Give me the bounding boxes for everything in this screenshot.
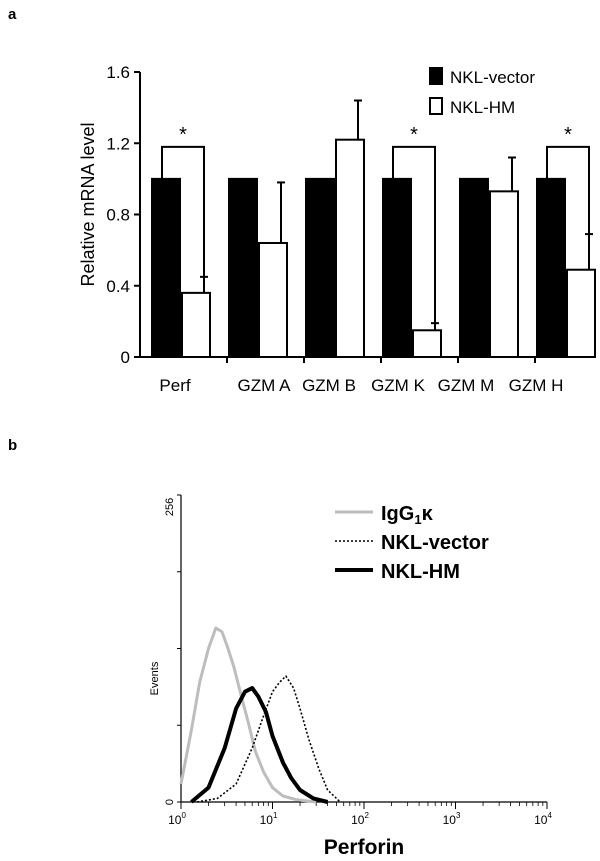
y-tick-label: 256	[164, 498, 176, 516]
legend-swatch-1	[429, 97, 443, 115]
legend-swatch-0	[429, 67, 443, 85]
significance-bracket	[392, 145, 436, 329]
y-tick-label: 1.6	[106, 63, 130, 82]
legend-label-1: NKL-vector	[381, 532, 489, 554]
curve-nkl-vector	[196, 675, 341, 803]
x-tick-label: GZM M	[438, 376, 495, 395]
y-tick-label: 0.8	[106, 206, 130, 225]
y-tick-label: 0.4	[106, 277, 130, 296]
y-tick-label: 1.2	[106, 134, 130, 153]
bar-nkl-vector-0	[151, 177, 181, 358]
curve-igg1-	[179, 626, 317, 804]
legend-label-1: NKL-HM	[450, 98, 515, 117]
bar-nkl-vector-2	[305, 177, 335, 358]
panel-b-label: b	[8, 437, 18, 454]
x-tick-label: GZM H	[509, 376, 564, 395]
bar-nkl-vector-3	[382, 177, 412, 358]
bar-chart-mrna: 0 0.4 0.8 1.2 1.6 Relative mRNA level Perf GZM …	[78, 63, 596, 395]
significance-bracket	[546, 145, 590, 268]
bar-nkl-vector-1	[228, 177, 258, 358]
x-tick-label: Perf	[159, 376, 190, 395]
legend-label-2: NKL-HM	[381, 561, 460, 583]
bar-nkl-hm-4	[489, 190, 519, 358]
x-tick-label: 104	[534, 811, 552, 827]
bar-nkl-hm-1	[258, 242, 288, 358]
bar-nkl-hm-2	[335, 138, 365, 358]
bar-nkl-vector-4	[459, 177, 489, 358]
x-tick-label: GZM K	[371, 376, 425, 395]
bar-nkl-hm-5	[566, 268, 596, 358]
y-tick-label: 0	[121, 348, 130, 367]
legend-label-0: IgG1κ	[381, 503, 434, 527]
x-tick-label: 101	[260, 811, 278, 827]
curve-nkl-hm	[190, 686, 329, 804]
significance-star: *	[564, 124, 572, 146]
y-axis-label: Relative mRNA level	[78, 122, 98, 286]
x-tick-label: 102	[351, 811, 369, 827]
legend-label-0: NKL-vector	[450, 68, 535, 87]
x-tick-label: 103	[443, 811, 461, 827]
bar-nkl-hm-0	[181, 291, 211, 358]
y-axis-label: Events	[149, 661, 161, 695]
panel-a-label: a	[8, 6, 17, 23]
y-tick-label: 0	[164, 799, 176, 805]
bar-nkl-vector-5	[536, 177, 566, 358]
significance-bracket	[161, 145, 205, 291]
x-tick-label: GZM B	[302, 376, 356, 395]
significance-star: *	[179, 124, 187, 146]
x-tick-label: 100	[168, 811, 186, 827]
significance-star: *	[410, 124, 418, 146]
bar-nkl-hm-3	[412, 329, 442, 358]
histogram-perforin: 0 256 Events 100 101 102 103 104 Perforin IgG1κ NK…	[149, 494, 552, 859]
x-axis-label: Perforin	[324, 836, 405, 859]
x-tick-label: GZM A	[238, 376, 292, 395]
